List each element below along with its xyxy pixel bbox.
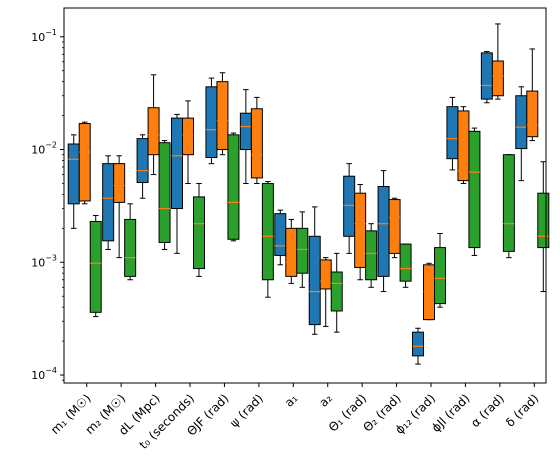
box-body — [285, 227, 298, 277]
box-0-5 — [239, 89, 252, 184]
box-body — [205, 86, 218, 158]
box-2-6 — [296, 211, 309, 288]
x-category-label: ϕJl (rad) — [429, 391, 473, 435]
box-body — [124, 218, 137, 277]
box-2-12 — [502, 154, 515, 259]
box-2-1 — [124, 203, 137, 281]
box-0-7 — [308, 206, 321, 335]
box-body — [354, 192, 367, 268]
box-body — [136, 138, 149, 184]
box-body — [102, 163, 115, 242]
box-1-3 — [182, 100, 195, 184]
x-category-label: a₂ — [316, 391, 335, 410]
box-2-4 — [227, 132, 240, 242]
box-body — [399, 243, 412, 282]
box-1-11 — [457, 106, 470, 184]
box-2-2 — [158, 140, 171, 250]
box-1-4 — [216, 72, 229, 156]
box-body — [308, 235, 321, 326]
box-1-9 — [388, 197, 401, 259]
box-1-10 — [423, 262, 436, 321]
box-0-10 — [412, 327, 425, 365]
box-2-11 — [468, 127, 481, 256]
box-body — [343, 175, 356, 237]
box-body — [182, 117, 195, 156]
box-2-5 — [261, 181, 274, 298]
box-1-13 — [526, 48, 539, 142]
box-body — [89, 221, 102, 313]
box-body — [480, 52, 493, 100]
y-tick-label: 10−4 — [31, 366, 57, 382]
x-category-label: α (rad) — [468, 391, 507, 430]
box-body — [250, 108, 263, 179]
box-body — [526, 90, 539, 138]
x-category-label: ψ (rad) — [227, 391, 266, 430]
y-tick-label: 10−2 — [31, 141, 57, 157]
box-body — [468, 130, 481, 249]
box-2-10 — [434, 233, 447, 308]
box-0-4 — [205, 77, 218, 165]
box-0-11 — [446, 96, 459, 171]
box-1-6 — [285, 218, 298, 284]
box-body — [239, 112, 252, 151]
box-body — [158, 142, 171, 243]
plot-marks — [67, 23, 550, 365]
box-0-1 — [102, 155, 115, 250]
box-body — [147, 107, 160, 156]
box-body — [67, 143, 80, 205]
box-2-13 — [537, 161, 550, 293]
box-body — [296, 227, 309, 274]
box-1-8 — [354, 183, 367, 281]
box-2-7 — [330, 252, 343, 333]
box-1-7 — [319, 257, 332, 327]
box-1-0 — [78, 121, 91, 205]
box-body — [113, 163, 126, 203]
box-1-5 — [250, 96, 263, 184]
box-body — [193, 196, 206, 270]
box-0-6 — [274, 209, 287, 266]
y-tick-label: 10−1 — [31, 28, 57, 44]
box-1-2 — [147, 74, 160, 176]
y-axis: 10−4 10−3 10−2 10−1 — [31, 28, 64, 382]
plot-frame — [63, 7, 547, 384]
x-axis: m₁ (M☉)m₂ (M☉)dL (Mpc)t₀ (seconds)ΘJF (r… — [48, 383, 541, 452]
box-body — [412, 331, 425, 357]
box-0-8 — [343, 163, 356, 254]
box-body — [388, 199, 401, 254]
box-0-13 — [515, 86, 528, 182]
box-body — [216, 81, 229, 151]
box-1-12 — [491, 23, 504, 100]
box-body — [261, 182, 274, 281]
x-category-label: a₁ — [282, 391, 301, 410]
box-0-2 — [136, 134, 149, 199]
box-body — [434, 247, 447, 305]
box-body — [171, 117, 184, 209]
box-body — [502, 154, 515, 252]
y-tick-label: 10−3 — [31, 253, 57, 269]
box-body — [537, 192, 550, 249]
box-body — [491, 60, 504, 97]
box-0-12 — [480, 51, 493, 104]
box-2-9 — [399, 243, 412, 288]
box-0-3 — [171, 113, 184, 254]
box-body — [319, 259, 332, 290]
x-category-label: δ (rad) — [503, 391, 541, 429]
box-body — [274, 213, 287, 256]
box-body — [227, 134, 240, 240]
box-2-0 — [89, 214, 102, 318]
box-body — [377, 186, 390, 277]
box-body — [423, 264, 436, 321]
box-body — [330, 271, 343, 312]
box-1-1 — [113, 155, 126, 259]
box-body — [78, 123, 91, 202]
box-2-3 — [193, 182, 206, 277]
box-0-0 — [67, 134, 80, 229]
box-body — [446, 106, 459, 160]
box-body — [515, 95, 528, 150]
box-2-8 — [365, 223, 378, 288]
box-0-9 — [377, 170, 390, 293]
box-body — [365, 230, 378, 281]
